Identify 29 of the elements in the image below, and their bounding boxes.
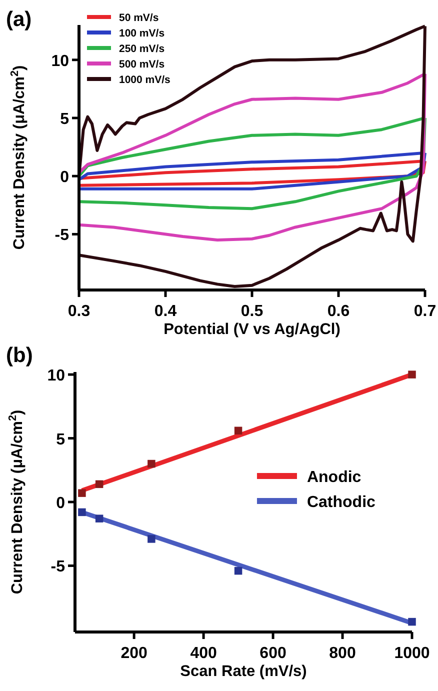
y-tick-label: 5 <box>60 110 70 128</box>
legend-label: 1000 mV/s <box>119 74 171 86</box>
x-tick-label: 0.7 <box>414 303 436 320</box>
x-tick-label: 0.5 <box>240 303 264 320</box>
y-tick-label: 0 <box>56 495 66 512</box>
y-tick-label: 5 <box>56 431 66 448</box>
x-tick-label: 0.4 <box>154 303 177 320</box>
legend-label: 250 mV/s <box>119 42 165 55</box>
legend-label: Anodic <box>306 468 362 486</box>
y-tick-label: -5 <box>54 227 70 244</box>
x-tick-label: 0.6 <box>327 303 350 320</box>
x-axis-title: Scan Rate (mV/s) <box>180 663 307 680</box>
x-tick-label: 600 <box>260 645 286 662</box>
x-axis-title: Potential (V vs Ag/AgCl) <box>164 321 340 338</box>
x-tick-label: 1000 <box>394 645 430 662</box>
chart-title: (b) <box>6 344 33 367</box>
legend-label: 500 mV/s <box>119 58 165 70</box>
legend-label: Cathodic <box>306 494 376 511</box>
x-tick-label: 800 <box>329 645 356 662</box>
x-tick-label: 400 <box>190 645 217 662</box>
y-tick-label: 10 <box>51 52 70 70</box>
y-tick-label: 0 <box>60 169 70 186</box>
y-tick-label: -5 <box>50 558 66 576</box>
x-tick-label: 0.3 <box>68 303 90 320</box>
y-tick-label: 10 <box>47 368 66 385</box>
chart-title: (a) <box>6 8 32 31</box>
x-tick-label: 200 <box>120 645 148 662</box>
legend-label: 100 mV/s <box>119 27 165 40</box>
legend-label: 50 mV/s <box>119 12 159 24</box>
